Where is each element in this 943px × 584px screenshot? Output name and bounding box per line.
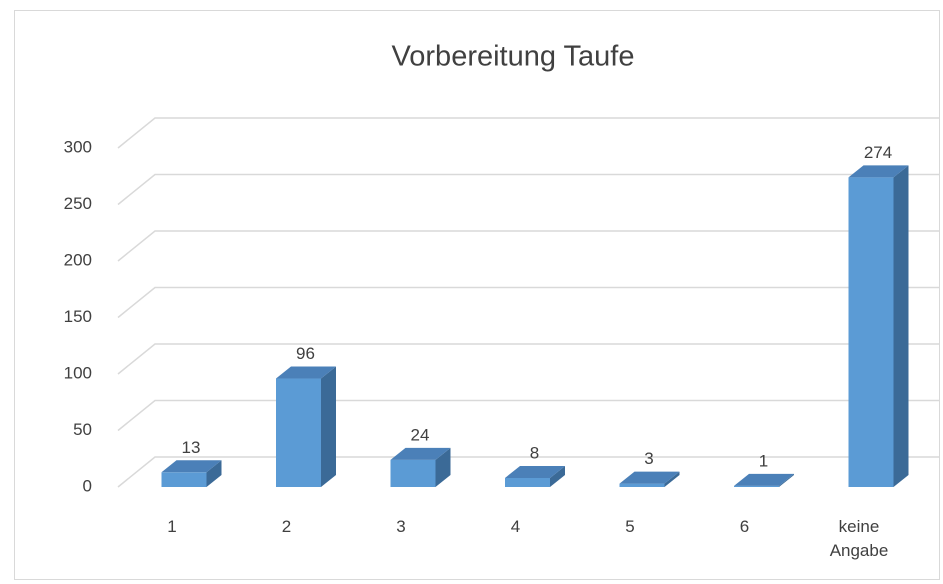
bar xyxy=(505,477,550,487)
bar-top xyxy=(848,165,909,178)
bar-top xyxy=(619,471,680,484)
bar xyxy=(276,378,321,487)
x-tick-label: 3 xyxy=(396,517,406,536)
bar-top xyxy=(390,447,451,460)
bar xyxy=(390,459,436,487)
bar-side xyxy=(321,366,336,487)
y-tick-label: 250 xyxy=(64,194,92,213)
y-tick-label: 0 xyxy=(83,476,92,495)
chart-title: Vorbereitung Taufe xyxy=(392,41,635,73)
x-tick-label: keine Angabe xyxy=(829,517,889,560)
bar-side xyxy=(550,465,565,487)
data-label: 96 xyxy=(296,344,315,363)
bar xyxy=(161,472,207,487)
grid-line xyxy=(117,399,940,432)
x-tick-label: 1 xyxy=(167,517,177,536)
grid-line xyxy=(117,286,940,319)
x-tick-label: 6 xyxy=(739,517,750,536)
bar xyxy=(619,483,665,487)
data-label: 1 xyxy=(759,451,768,470)
bar-side xyxy=(206,460,222,487)
bar-side xyxy=(893,165,909,487)
y-tick-label: 100 xyxy=(64,363,92,382)
chart-border xyxy=(14,10,940,580)
grid-line xyxy=(117,230,940,262)
data-label: 274 xyxy=(864,143,892,162)
bar-top xyxy=(161,460,222,473)
data-label: 13 xyxy=(182,438,201,457)
bar xyxy=(848,177,894,487)
bar-top xyxy=(734,473,794,486)
y-tick-label: 150 xyxy=(64,307,92,326)
data-label: 8 xyxy=(530,443,539,462)
data-label: 3 xyxy=(644,449,653,468)
y-tick-label: 200 xyxy=(64,250,92,269)
x-tick-label: 4 xyxy=(510,517,521,536)
y-tick-label: 300 xyxy=(64,137,92,156)
bar-top xyxy=(276,366,336,379)
grid-line xyxy=(117,117,940,149)
grid-line xyxy=(117,343,940,375)
x-tick-label: 2 xyxy=(281,517,292,536)
y-tick-label: 50 xyxy=(73,420,92,439)
grid-line xyxy=(117,173,940,206)
bar xyxy=(734,485,779,487)
bar-side xyxy=(779,473,794,487)
bar-side xyxy=(664,471,680,487)
x-tick-label: 5 xyxy=(625,517,635,536)
grid-line xyxy=(117,456,940,488)
data-label: 24 xyxy=(411,425,430,444)
bar-side xyxy=(435,447,451,487)
bar-top xyxy=(505,465,565,478)
